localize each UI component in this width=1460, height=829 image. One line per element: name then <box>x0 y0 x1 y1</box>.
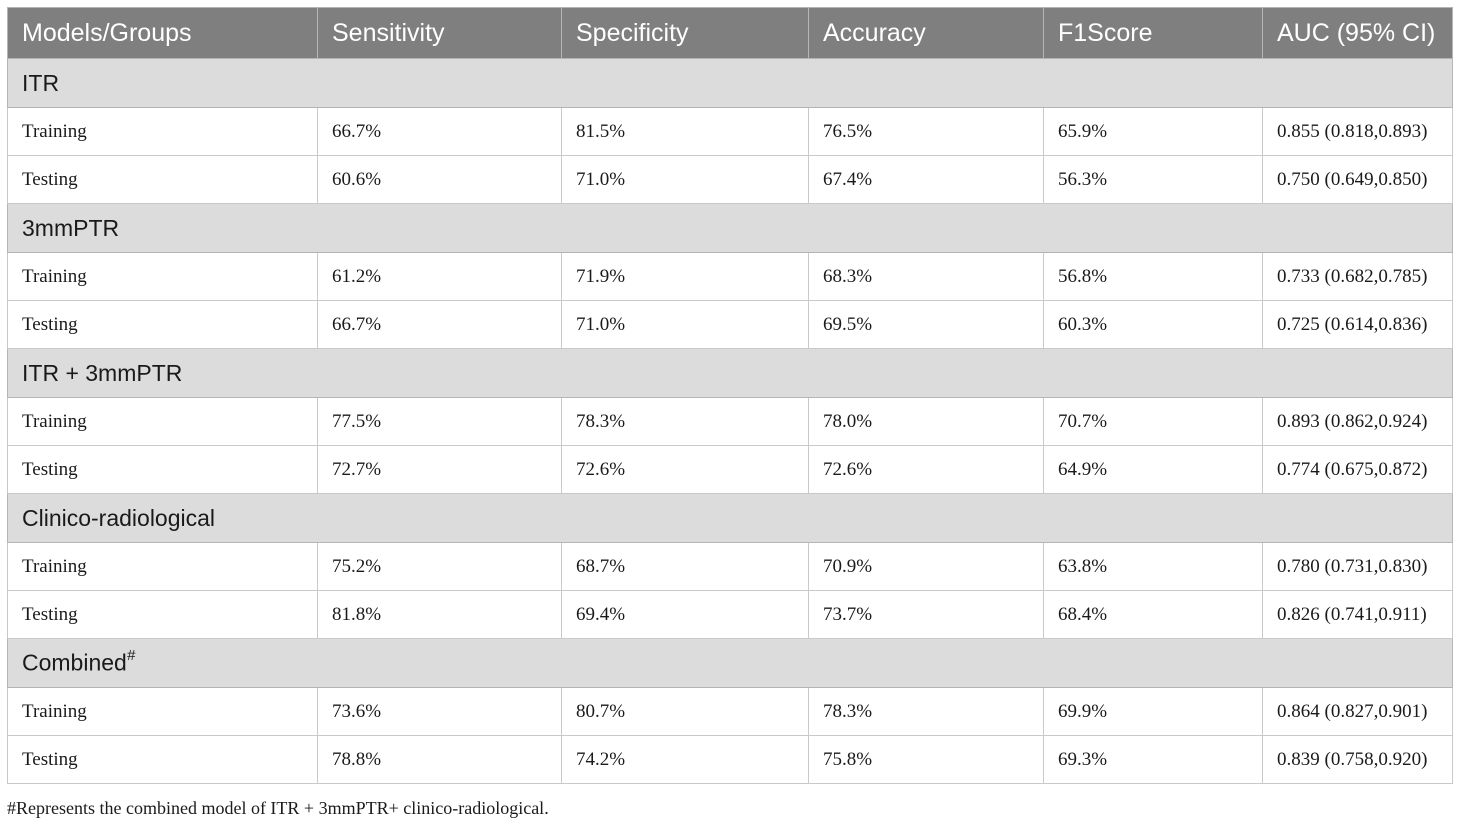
cell-auc: 0.774 (0.675,0.872) <box>1262 445 1453 494</box>
cell-specificity: 78.3% <box>561 397 809 446</box>
cell-f1score: 56.8% <box>1043 252 1263 301</box>
cell-sensitivity: 75.2% <box>317 542 562 591</box>
table-row: Testing 78.8% 74.2% 75.8% 69.3% 0.839 (0.758,… <box>7 735 1453 784</box>
group-cell: ITR + 3mmPTR <box>7 348 1453 398</box>
header-models-groups: Models/Groups <box>7 7 318 59</box>
table-row: Training 77.5% 78.3% 78.0% 70.7% 0.893 (0.862… <box>7 397 1453 446</box>
table-row: Training 73.6% 80.7% 78.3% 69.9% 0.864 (0.827… <box>7 687 1453 736</box>
cell-auc: 0.893 (0.862,0.924) <box>1262 397 1453 446</box>
table-row: Testing 60.6% 71.0% 67.4% 56.3% 0.750 (0.649,… <box>7 155 1453 204</box>
group-row: Combined# <box>7 638 1453 688</box>
group-name: 3mmPTR <box>22 214 120 241</box>
table-row: Testing 66.7% 71.0% 69.5% 60.3% 0.725 (0.614,… <box>7 300 1453 349</box>
cell-subset: Testing <box>7 300 318 349</box>
cell-f1score: 68.4% <box>1043 590 1263 639</box>
cell-sensitivity: 77.5% <box>317 397 562 446</box>
cell-specificity: 68.7% <box>561 542 809 591</box>
group-row: 3mmPTR <box>7 203 1453 253</box>
cell-accuracy: 70.9% <box>808 542 1044 591</box>
cell-specificity: 72.6% <box>561 445 809 494</box>
group-row: Clinico-radiological <box>7 493 1453 543</box>
cell-subset: Testing <box>7 445 318 494</box>
group-cell: Combined# <box>7 638 1453 688</box>
model-performance-table: Models/Groups Sensitivity Specificity Ac… <box>7 7 1453 784</box>
header-f1score: F1Score <box>1043 7 1263 59</box>
cell-f1score: 69.9% <box>1043 687 1263 736</box>
cell-f1score: 63.8% <box>1043 542 1263 591</box>
cell-subset: Training <box>7 542 318 591</box>
cell-auc: 0.780 (0.731,0.830) <box>1262 542 1453 591</box>
group-row: ITR <box>7 58 1453 108</box>
cell-accuracy: 68.3% <box>808 252 1044 301</box>
cell-specificity: 80.7% <box>561 687 809 736</box>
table-row: Training 75.2% 68.7% 70.9% 63.8% 0.780 (0.731… <box>7 542 1453 591</box>
header-sensitivity: Sensitivity <box>317 7 562 59</box>
cell-f1score: 65.9% <box>1043 107 1263 156</box>
table-footnote: #Represents the combined model of ITR + … <box>7 798 549 818</box>
table-header: Models/Groups Sensitivity Specificity Ac… <box>7 7 1453 59</box>
cell-sensitivity: 60.6% <box>317 155 562 204</box>
cell-auc: 0.839 (0.758,0.920) <box>1262 735 1453 784</box>
header-auc: AUC (95% CI) <box>1262 7 1453 59</box>
cell-auc: 0.855 (0.818,0.893) <box>1262 107 1453 156</box>
cell-auc: 0.750 (0.649,0.850) <box>1262 155 1453 204</box>
cell-subset: Testing <box>7 155 318 204</box>
group-row: ITR + 3mmPTR <box>7 348 1453 398</box>
cell-sensitivity: 73.6% <box>317 687 562 736</box>
cell-f1score: 70.7% <box>1043 397 1263 446</box>
cell-sensitivity: 66.7% <box>317 300 562 349</box>
cell-specificity: 71.9% <box>561 252 809 301</box>
table-row: Testing 81.8% 69.4% 73.7% 68.4% 0.826 (0.741,… <box>7 590 1453 639</box>
cell-subset: Training <box>7 687 318 736</box>
cell-specificity: 71.0% <box>561 155 809 204</box>
header-specificity: Specificity <box>561 7 809 59</box>
group-cell: ITR <box>7 58 1453 108</box>
cell-sensitivity: 66.7% <box>317 107 562 156</box>
cell-accuracy: 69.5% <box>808 300 1044 349</box>
cell-subset: Training <box>7 252 318 301</box>
group-name: Clinico-radiological <box>22 504 216 531</box>
group-cell: Clinico-radiological <box>7 493 1453 543</box>
cell-accuracy: 75.8% <box>808 735 1044 784</box>
cell-accuracy: 78.0% <box>808 397 1044 446</box>
table-row: Testing 72.7% 72.6% 72.6% 64.9% 0.774 (0.675,… <box>7 445 1453 494</box>
cell-auc: 0.733 (0.682,0.785) <box>1262 252 1453 301</box>
cell-auc: 0.725 (0.614,0.836) <box>1262 300 1453 349</box>
cell-sensitivity: 81.8% <box>317 590 562 639</box>
cell-sensitivity: 72.7% <box>317 445 562 494</box>
group-name: ITR <box>22 69 60 96</box>
cell-accuracy: 73.7% <box>808 590 1044 639</box>
cell-accuracy: 72.6% <box>808 445 1044 494</box>
cell-f1score: 69.3% <box>1043 735 1263 784</box>
group-name: ITR + 3mmPTR <box>22 359 183 386</box>
table-body: ITR Training 66.7% 81.5% 76.5% 65.9% 0.855 (0.… <box>7 58 1453 784</box>
cell-subset: Training <box>7 397 318 446</box>
cell-specificity: 81.5% <box>561 107 809 156</box>
group-cell: 3mmPTR <box>7 203 1453 253</box>
cell-f1score: 60.3% <box>1043 300 1263 349</box>
cell-sensitivity: 61.2% <box>317 252 562 301</box>
cell-subset: Testing <box>7 590 318 639</box>
cell-accuracy: 78.3% <box>808 687 1044 736</box>
cell-f1score: 56.3% <box>1043 155 1263 204</box>
cell-sensitivity: 78.8% <box>317 735 562 784</box>
cell-specificity: 69.4% <box>561 590 809 639</box>
cell-accuracy: 67.4% <box>808 155 1044 204</box>
cell-specificity: 71.0% <box>561 300 809 349</box>
cell-subset: Training <box>7 107 318 156</box>
group-name: Combined <box>22 649 127 676</box>
header-row: Models/Groups Sensitivity Specificity Ac… <box>7 7 1453 59</box>
results-table-container: Models/Groups Sensitivity Specificity Ac… <box>7 7 1453 784</box>
cell-auc: 0.826 (0.741,0.911) <box>1262 590 1453 639</box>
cell-accuracy: 76.5% <box>808 107 1044 156</box>
footnote-marker: # <box>126 647 136 665</box>
cell-subset: Testing <box>7 735 318 784</box>
cell-auc: 0.864 (0.827,0.901) <box>1262 687 1453 736</box>
table-row: Training 61.2% 71.9% 68.3% 56.8% 0.733 (0.682… <box>7 252 1453 301</box>
cell-f1score: 64.9% <box>1043 445 1263 494</box>
table-row: Training 66.7% 81.5% 76.5% 65.9% 0.855 (0.818… <box>7 107 1453 156</box>
cell-specificity: 74.2% <box>561 735 809 784</box>
header-accuracy: Accuracy <box>808 7 1044 59</box>
